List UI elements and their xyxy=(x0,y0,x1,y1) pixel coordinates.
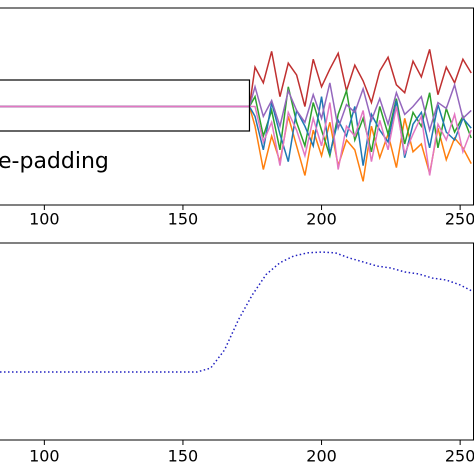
x-tick-label: 150 xyxy=(168,447,199,466)
annotation: e-padding xyxy=(0,149,109,174)
padding-box xyxy=(0,79,251,132)
plot-area xyxy=(0,251,474,373)
x-tick-label: 100 xyxy=(29,447,60,466)
line-series xyxy=(0,49,472,108)
line-series xyxy=(0,86,472,159)
x-tick-label: 150 xyxy=(168,210,199,229)
axes-frame xyxy=(0,242,474,441)
x-tick-label: 100 xyxy=(29,210,60,229)
line-series xyxy=(0,96,472,166)
x-tick-label: 250 xyxy=(445,447,474,466)
line-series xyxy=(0,102,472,176)
x-tick-label: 200 xyxy=(306,210,337,229)
line-series xyxy=(0,82,472,133)
x-tick-label: 200 xyxy=(306,447,337,466)
x-tick-label: 250 xyxy=(445,210,474,229)
line-series xyxy=(0,251,474,373)
plot-area xyxy=(0,49,472,182)
